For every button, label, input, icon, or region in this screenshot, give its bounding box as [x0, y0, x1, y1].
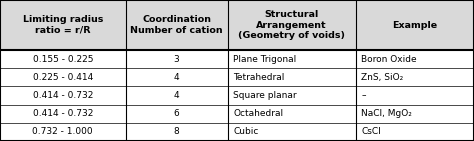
Bar — [0, 86, 474, 105]
Bar — [0, 123, 474, 141]
Text: 0.414 - 0.732: 0.414 - 0.732 — [33, 109, 93, 118]
Text: 0.732 - 1.000: 0.732 - 1.000 — [33, 127, 93, 136]
Text: Structural
Arrangement
(Geometry of voids): Structural Arrangement (Geometry of void… — [238, 10, 345, 40]
Text: Boron Oxide: Boron Oxide — [361, 55, 417, 64]
Text: NaCl, MgO₂: NaCl, MgO₂ — [361, 109, 412, 118]
Text: Coordination
Number of cation: Coordination Number of cation — [130, 15, 223, 35]
Text: Plane Trigonal: Plane Trigonal — [233, 55, 296, 64]
Text: Octahedral: Octahedral — [233, 109, 283, 118]
Text: 0.155 - 0.225: 0.155 - 0.225 — [33, 55, 93, 64]
Text: 4: 4 — [174, 91, 179, 100]
Text: ZnS, SiO₂: ZnS, SiO₂ — [361, 73, 403, 82]
Bar — [0, 68, 474, 86]
Text: Example: Example — [392, 21, 438, 29]
Text: 8: 8 — [173, 127, 180, 136]
Text: –: – — [361, 91, 365, 100]
Bar — [0, 105, 474, 123]
Text: 4: 4 — [174, 73, 179, 82]
Bar — [0, 50, 474, 68]
Text: Limiting radius
ratio = r/R: Limiting radius ratio = r/R — [23, 15, 103, 35]
Text: CsCl: CsCl — [361, 127, 381, 136]
Text: Tetrahedral: Tetrahedral — [233, 73, 284, 82]
Bar — [0, 0, 474, 50]
Text: 0.414 - 0.732: 0.414 - 0.732 — [33, 91, 93, 100]
Text: 6: 6 — [173, 109, 180, 118]
Text: Cubic: Cubic — [233, 127, 259, 136]
Text: 0.225 - 0.414: 0.225 - 0.414 — [33, 73, 93, 82]
Text: 3: 3 — [173, 55, 180, 64]
Text: Square planar: Square planar — [233, 91, 297, 100]
